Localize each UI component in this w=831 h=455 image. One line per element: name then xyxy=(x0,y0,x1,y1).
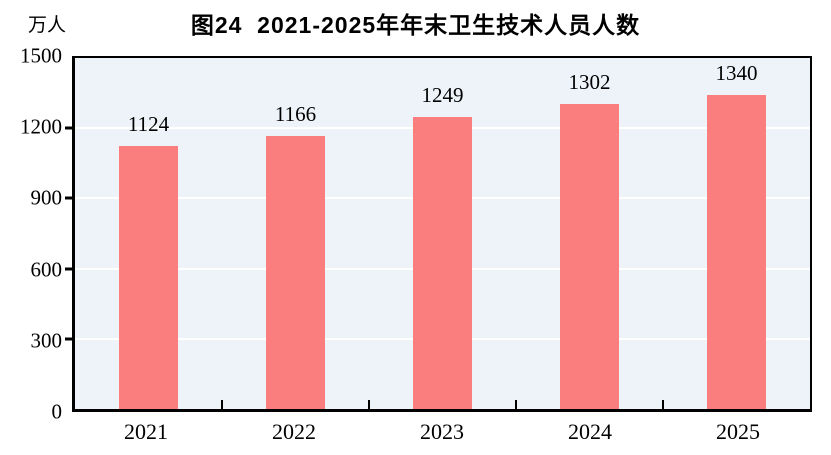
bar-group-2025: 1340 xyxy=(663,58,810,409)
x-tick-label-2021: 2021 xyxy=(124,419,168,444)
y-tick-label-300: 300 xyxy=(30,328,63,353)
x-tick-label-2022: 2022 xyxy=(272,419,316,444)
bar-2022 xyxy=(266,136,325,409)
bar-group-2022: 1166 xyxy=(222,58,369,409)
bar-value-label: 1340 xyxy=(715,61,758,86)
bar-value-label: 1249 xyxy=(421,82,464,107)
x-tick-label-2024: 2024 xyxy=(568,419,612,444)
x-tick-label-2025: 2025 xyxy=(716,419,760,444)
bar-value-label: 1124 xyxy=(127,111,170,136)
bar-group-2023: 1249 xyxy=(369,58,516,409)
x-tick-label-2023: 2023 xyxy=(420,419,464,444)
x-axis-tick xyxy=(662,400,664,409)
y-axis-tick xyxy=(65,337,72,341)
bar-2021 xyxy=(119,145,178,409)
y-axis: 1500 1200 900 600 300 0 xyxy=(0,45,63,422)
y-axis-tick xyxy=(65,126,72,130)
y-tick-label-1200: 1200 xyxy=(20,114,62,139)
y-axis-tick xyxy=(65,196,72,200)
plot-area: 1124 1166 1249 1302 1340 xyxy=(65,56,812,412)
x-axis-tick xyxy=(221,400,223,409)
x-axis-tick xyxy=(368,400,370,409)
bar-2024 xyxy=(560,104,619,409)
x-axis: 2021 2022 2023 2024 2025 xyxy=(72,419,812,445)
y-tick-label-900: 900 xyxy=(30,185,63,210)
y-axis-tick xyxy=(65,267,72,271)
bar-value-label: 1166 xyxy=(274,102,317,127)
chart-title: 图24 2021-2025年年末卫生技术人员人数 xyxy=(190,12,641,38)
y-axis-unit-label: 万人 xyxy=(28,15,67,36)
bar-value-label: 1302 xyxy=(568,70,611,95)
y-tick-label-0: 0 xyxy=(51,399,63,424)
y-tick-label-600: 600 xyxy=(30,257,63,282)
bar-2025 xyxy=(707,95,766,409)
y-tick-label-1500: 1500 xyxy=(20,43,62,68)
bar-group-2024: 1302 xyxy=(516,58,663,409)
bar-2023 xyxy=(413,116,472,409)
x-axis-tick xyxy=(515,400,517,409)
bar-group-2021: 1124 xyxy=(75,58,222,409)
